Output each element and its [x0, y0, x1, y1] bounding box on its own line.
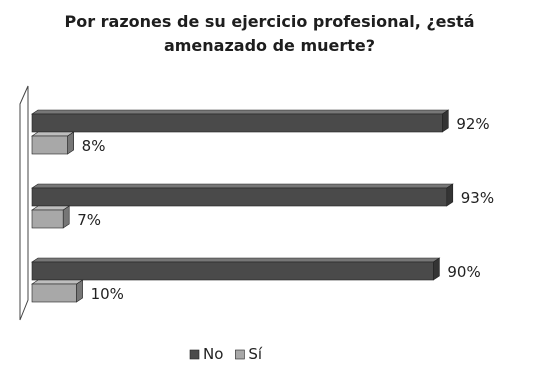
- bar-end-s-2: [62, 205, 70, 229]
- bar-top-no-3: [31, 257, 441, 263]
- bar-s-3: [31, 283, 77, 303]
- data-label-s-1: 8%: [82, 137, 106, 155]
- bar-s-1: [31, 135, 68, 155]
- data-label-no-3: 90%: [447, 263, 480, 281]
- bar-no-3: [31, 261, 434, 281]
- bar-no-2: [31, 187, 448, 207]
- bar-end-s-1: [67, 131, 74, 155]
- bar-end-no-2: [446, 183, 454, 207]
- bar-no-1: [31, 113, 443, 133]
- bar-end-no-1: [442, 109, 449, 133]
- legend-label-no: No: [203, 345, 223, 363]
- bar-top-s-3: [31, 279, 84, 285]
- legend-swatch-s: [235, 349, 245, 360]
- legend-swatch-no: [189, 349, 200, 360]
- bar-top-s-1: [31, 131, 75, 137]
- bar-top-no-2: [31, 183, 454, 189]
- bar-end-s-3: [76, 279, 83, 303]
- data-label-s-3: 10%: [91, 285, 124, 303]
- chart-title: Por razones de su ejercicio profesional,…: [0, 10, 539, 58]
- chart-title-line-1: Por razones de su ejercicio profesional,…: [64, 12, 475, 31]
- axis-wall: [19, 85, 29, 321]
- bar-s-2: [31, 209, 64, 229]
- bar-end-no-3: [433, 257, 440, 281]
- bar-top-no-1: [31, 109, 450, 115]
- chart-title-line-2: amenazado de muerte?: [163, 36, 376, 55]
- data-label-s-2: 7%: [77, 211, 101, 229]
- data-label-no-1: 92%: [456, 115, 489, 133]
- data-label-no-2: 93%: [461, 189, 494, 207]
- legend-label-s: Sí: [248, 345, 263, 363]
